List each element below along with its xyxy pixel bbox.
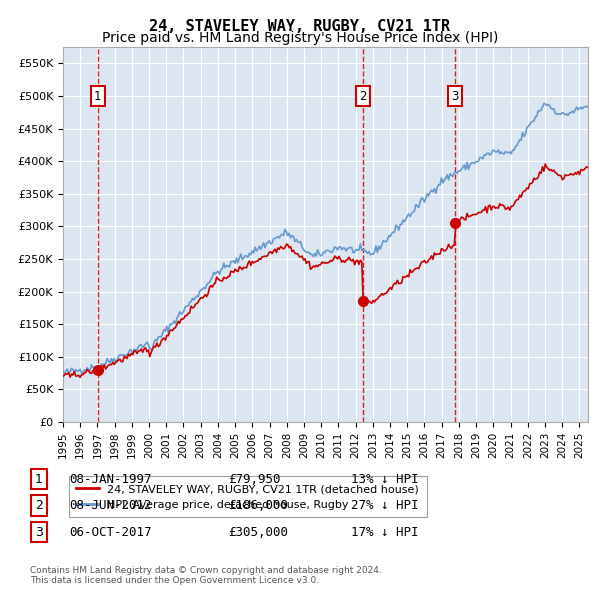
Text: 2: 2 bbox=[359, 90, 367, 103]
Text: 08-JUN-2012: 08-JUN-2012 bbox=[69, 499, 151, 512]
Text: 1: 1 bbox=[35, 473, 43, 486]
Text: 2: 2 bbox=[35, 499, 43, 512]
Text: 1: 1 bbox=[94, 90, 101, 103]
Legend: 24, STAVELEY WAY, RUGBY, CV21 1TR (detached house), HPI: Average price, detached: 24, STAVELEY WAY, RUGBY, CV21 1TR (detac… bbox=[68, 476, 427, 517]
Text: 27% ↓ HPI: 27% ↓ HPI bbox=[351, 499, 419, 512]
Text: 13% ↓ HPI: 13% ↓ HPI bbox=[351, 473, 419, 486]
Text: 06-OCT-2017: 06-OCT-2017 bbox=[69, 526, 151, 539]
Text: 17% ↓ HPI: 17% ↓ HPI bbox=[351, 526, 419, 539]
Text: 3: 3 bbox=[451, 90, 458, 103]
Text: Price paid vs. HM Land Registry's House Price Index (HPI): Price paid vs. HM Land Registry's House … bbox=[102, 31, 498, 45]
Text: 08-JAN-1997: 08-JAN-1997 bbox=[69, 473, 151, 486]
Text: £186,000: £186,000 bbox=[228, 499, 288, 512]
Text: £305,000: £305,000 bbox=[228, 526, 288, 539]
Text: 24, STAVELEY WAY, RUGBY, CV21 1TR: 24, STAVELEY WAY, RUGBY, CV21 1TR bbox=[149, 19, 451, 34]
Text: £79,950: £79,950 bbox=[228, 473, 281, 486]
Text: 3: 3 bbox=[35, 526, 43, 539]
Text: Contains HM Land Registry data © Crown copyright and database right 2024.
This d: Contains HM Land Registry data © Crown c… bbox=[30, 566, 382, 585]
